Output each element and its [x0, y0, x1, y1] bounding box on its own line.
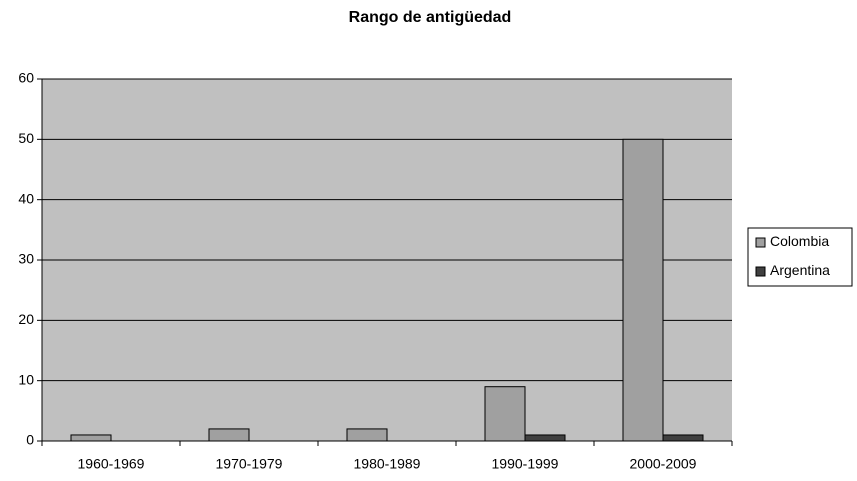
legend-label: Argentina	[770, 262, 830, 278]
chart-title: Rango de antigüedad	[349, 9, 512, 26]
legend-swatch	[755, 266, 766, 277]
bar	[484, 386, 526, 442]
x-tick-label: 2000-2009	[630, 456, 697, 472]
bar	[70, 434, 112, 442]
y-tick-label: 60	[18, 70, 34, 86]
x-tick-label: 1990-1999	[492, 456, 559, 472]
bar	[662, 434, 704, 442]
bar	[346, 428, 388, 442]
y-tick-label: 50	[18, 130, 34, 146]
y-tick-label: 0	[26, 432, 34, 448]
bar	[208, 428, 250, 442]
y-tick-label: 10	[18, 371, 34, 387]
y-tick-label: 20	[18, 311, 34, 327]
x-tick-label: 1980-1989	[354, 456, 421, 472]
x-tick-label: 1970-1979	[216, 456, 283, 472]
bar	[524, 434, 566, 442]
x-tick-label: 1960-1969	[78, 456, 145, 472]
bar	[622, 138, 664, 442]
y-tick-label: 30	[18, 251, 34, 267]
legend-label: Colombia	[770, 233, 829, 249]
legend-swatch	[755, 237, 766, 248]
y-tick-label: 40	[18, 190, 34, 206]
